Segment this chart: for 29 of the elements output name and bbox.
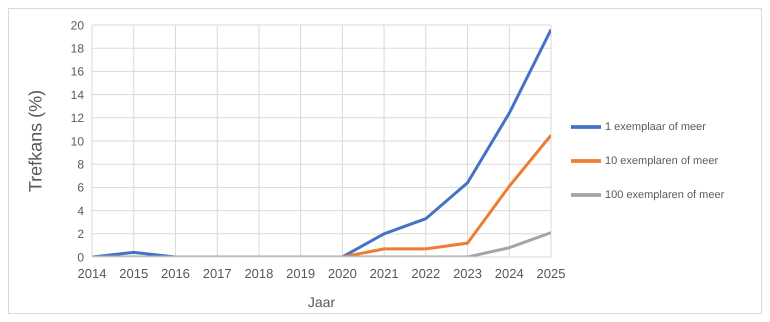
y-axis-title: Trefkans (%) — [25, 90, 46, 192]
x-tick-label: 2014 — [78, 266, 106, 282]
y-tick-label: 12 — [70, 111, 84, 126]
x-tick-label: 2019 — [286, 266, 316, 282]
legend-label: 10 exemplaren of meer — [605, 155, 718, 167]
x-tick-label: 2017 — [202, 266, 232, 282]
x-tick-label: 2023 — [453, 266, 482, 282]
y-tick-label: 16 — [70, 64, 84, 79]
x-tick-label: 2020 — [328, 266, 357, 282]
x-tick-label: 2021 — [370, 266, 399, 282]
x-tick-label: 2018 — [244, 266, 274, 282]
x-tick-label: 2016 — [160, 266, 190, 282]
x-tick-label: 2022 — [411, 266, 440, 282]
y-tick-label: 0 — [77, 250, 84, 264]
legend-label: 1 exemplaar of meer — [605, 121, 706, 133]
y-tick-label: 2 — [77, 227, 84, 242]
y-tick-label: 6 — [77, 180, 84, 195]
y-tick-label: 20 — [70, 18, 84, 32]
line-series — [340, 134, 551, 257]
y-tick-label: 14 — [70, 88, 84, 102]
y-tick-label: 8 — [77, 157, 84, 172]
x-tick-label: 2024 — [494, 266, 524, 282]
x-axis-title: Jaar — [308, 294, 336, 310]
x-tick-label: 2015 — [119, 266, 148, 282]
y-tick-label: 10 — [70, 134, 84, 148]
y-tick-label: 18 — [70, 41, 84, 56]
x-tick-label: 2025 — [536, 266, 566, 282]
legend-label: 100 exemplaren of meer — [605, 189, 724, 201]
y-tick-label: 4 — [77, 204, 84, 218]
